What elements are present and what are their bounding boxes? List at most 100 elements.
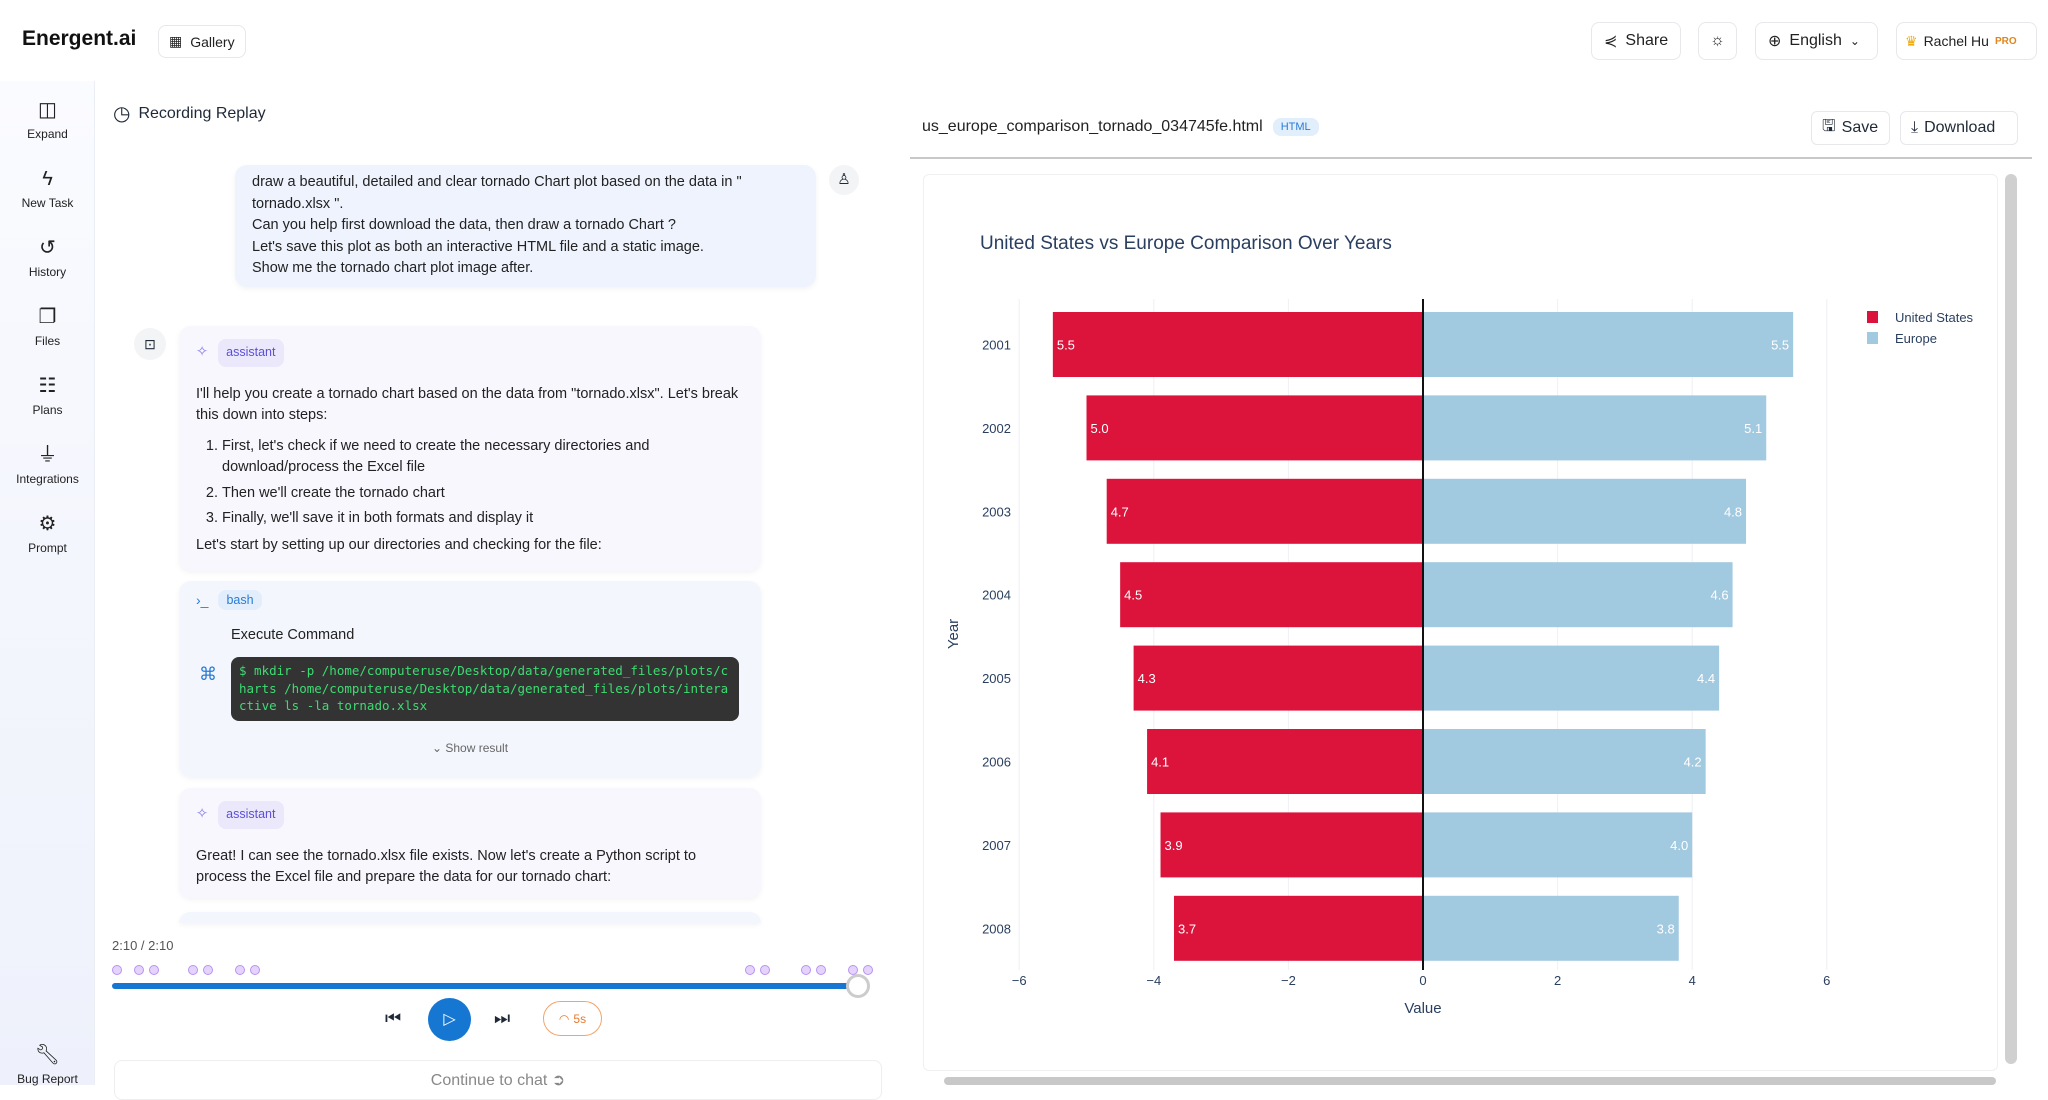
save-button[interactable]: 🖫︎ Save: [1811, 111, 1890, 145]
x-tick-label: −2: [1281, 973, 1296, 988]
sidebar-item-integrations[interactable]: ⏚ Integrations: [0, 444, 95, 486]
x-tick-label: 2: [1554, 973, 1561, 988]
bar-us: [1133, 645, 1423, 711]
previous-button[interactable]: ⏮︎: [385, 1008, 401, 1029]
files-icon: ❐: [38, 306, 57, 328]
divider: [910, 157, 2032, 159]
replay-title: ◷ Recording Replay: [113, 103, 266, 125]
bar-europe: [1423, 645, 1720, 711]
share-button[interactable]: ⋞ Share: [1591, 22, 1681, 60]
next-button[interactable]: ⏭︎: [494, 1008, 510, 1029]
speedometer-icon: ◠: [558, 1011, 570, 1026]
timeline-marker[interactable]: [235, 965, 245, 975]
gear-icon: ⚙: [38, 513, 57, 535]
grid-icon: ▦: [169, 33, 183, 49]
bar-us: [1147, 729, 1423, 794]
legend-swatch-europe: [1867, 332, 1878, 344]
legend-label-us[interactable]: United States: [1895, 310, 1974, 325]
progress-fill: [112, 983, 858, 989]
timeline-marker[interactable]: [745, 965, 755, 975]
bar-value-label: 4.3: [1138, 671, 1156, 686]
bar-us: [1052, 312, 1423, 377]
clock-icon: ◷: [113, 103, 131, 125]
sidebar-item-files[interactable]: ❐ Files: [0, 306, 95, 348]
crown-icon: ♛: [1905, 32, 1918, 49]
timeline-marker[interactable]: [863, 965, 873, 975]
bar-value-label: 4.2: [1684, 755, 1702, 770]
plug-icon: ⏚: [37, 444, 58, 466]
timeline-marker[interactable]: [149, 965, 159, 975]
logo[interactable]: Energent.ai: [22, 27, 137, 50]
sparkle-icon: ✧: [196, 806, 209, 822]
bash-tool-card: ›_ bash Execute Command ⌘ $ mkdir -p /hom…: [179, 581, 761, 777]
horizontal-scrollbar[interactable]: [944, 1077, 1996, 1085]
chevron-down-icon: ⌄: [1849, 34, 1860, 48]
play-icon: ▷: [443, 1011, 456, 1028]
download-button[interactable]: ⤓ Download: [1900, 111, 2018, 145]
bar-europe: [1423, 562, 1733, 628]
bolt-icon: ϟ: [42, 168, 53, 190]
bar-europe: [1423, 395, 1767, 461]
bar-us: [1160, 812, 1423, 878]
download-icon: ⤓: [1911, 119, 1919, 136]
bar-europe: [1423, 478, 1747, 544]
sidebar: ◫ Expand ϟ New Task ↺ History ❐ Files ☷ Plans…: [0, 81, 95, 1086]
timeline-marker[interactable]: [112, 965, 122, 975]
tornado-chart: United States vs Europe Comparison Over …: [945, 233, 1974, 1017]
timeline-marker[interactable]: [188, 965, 198, 975]
continue-to-chat-button[interactable]: Continue to chat ➲: [114, 1060, 882, 1100]
chart-title: United States vs Europe Comparison Over …: [980, 233, 1392, 254]
bar-value-label: 4.1: [1151, 755, 1169, 770]
progress-handle[interactable]: [846, 974, 870, 998]
x-tick-label: 6: [1823, 973, 1830, 988]
sidebar-item-expand[interactable]: ◫ Expand: [0, 99, 95, 141]
vertical-scrollbar[interactable]: [2005, 174, 2017, 1064]
sidebar-item-bug-report[interactable]: 🔧︎ Bug Report: [0, 1044, 95, 1086]
y-axis-label: Year: [945, 619, 962, 649]
terminal-icon: ›_: [196, 592, 209, 608]
sidebar-item-plans[interactable]: ☷ Plans: [0, 375, 95, 417]
x-tick-label: 4: [1689, 973, 1696, 988]
timeline-marker[interactable]: [203, 965, 213, 975]
show-result-button[interactable]: ⌄ Show result: [431, 741, 509, 755]
timeline-marker[interactable]: [134, 965, 144, 975]
timeline-marker[interactable]: [760, 965, 770, 975]
bar-value-label: 3.8: [1657, 921, 1675, 936]
bar-value-label: 3.9: [1165, 838, 1183, 853]
x-tick-label: −4: [1146, 973, 1161, 988]
play-button[interactable]: ▷: [428, 998, 471, 1041]
sidebar-item-history[interactable]: ↺ History: [0, 237, 95, 279]
theme-toggle[interactable]: ☼: [1698, 22, 1737, 60]
x-axis-label: Value: [1404, 1000, 1441, 1017]
legend-swatch-us: [1867, 311, 1878, 323]
assistant-message: ✧ assistant I'll help you create a tornad…: [179, 326, 761, 571]
user-menu[interactable]: ♛ Rachel Hu PRO: [1896, 22, 2037, 60]
user-avatar-icon: ♙: [829, 165, 859, 195]
bar-us: [1086, 395, 1423, 461]
timeline-marker[interactable]: [816, 965, 826, 975]
speed-button[interactable]: ◠ 5s: [543, 1001, 602, 1036]
bar-value-label: 4.8: [1724, 504, 1742, 519]
progress-track[interactable]: [112, 983, 858, 989]
bar-europe: [1423, 312, 1794, 377]
x-tick-label: 0: [1419, 973, 1426, 988]
pro-badge: PRO: [1994, 35, 2017, 47]
timeline-marker[interactable]: [801, 965, 811, 975]
y-tick-label: 2008: [982, 921, 1011, 936]
sidebar-item-prompt[interactable]: ⚙ Prompt: [0, 513, 95, 555]
user-message: draw a beautiful, detailed and clear tor…: [235, 165, 816, 287]
y-tick-label: 2005: [982, 671, 1011, 686]
language-select[interactable]: ⊕ English ⌄: [1755, 22, 1878, 60]
bar-value-label: 4.6: [1711, 588, 1729, 603]
bar-europe: [1423, 729, 1706, 794]
next-card-partial: [179, 912, 761, 923]
bar-value-label: 5.1: [1744, 421, 1762, 436]
file-title: us_europe_comparison_tornado_034745fe.ht…: [922, 118, 1319, 136]
bar-europe: [1423, 812, 1693, 878]
timeline-marker[interactable]: [250, 965, 260, 975]
legend-label-europe[interactable]: Europe: [1895, 331, 1937, 346]
command-icon: ⌘: [199, 664, 217, 684]
sidebar-item-new-task[interactable]: ϟ New Task: [0, 168, 95, 210]
history-icon: ↺: [39, 237, 56, 259]
gallery-button[interactable]: ▦ Gallery: [158, 25, 246, 58]
